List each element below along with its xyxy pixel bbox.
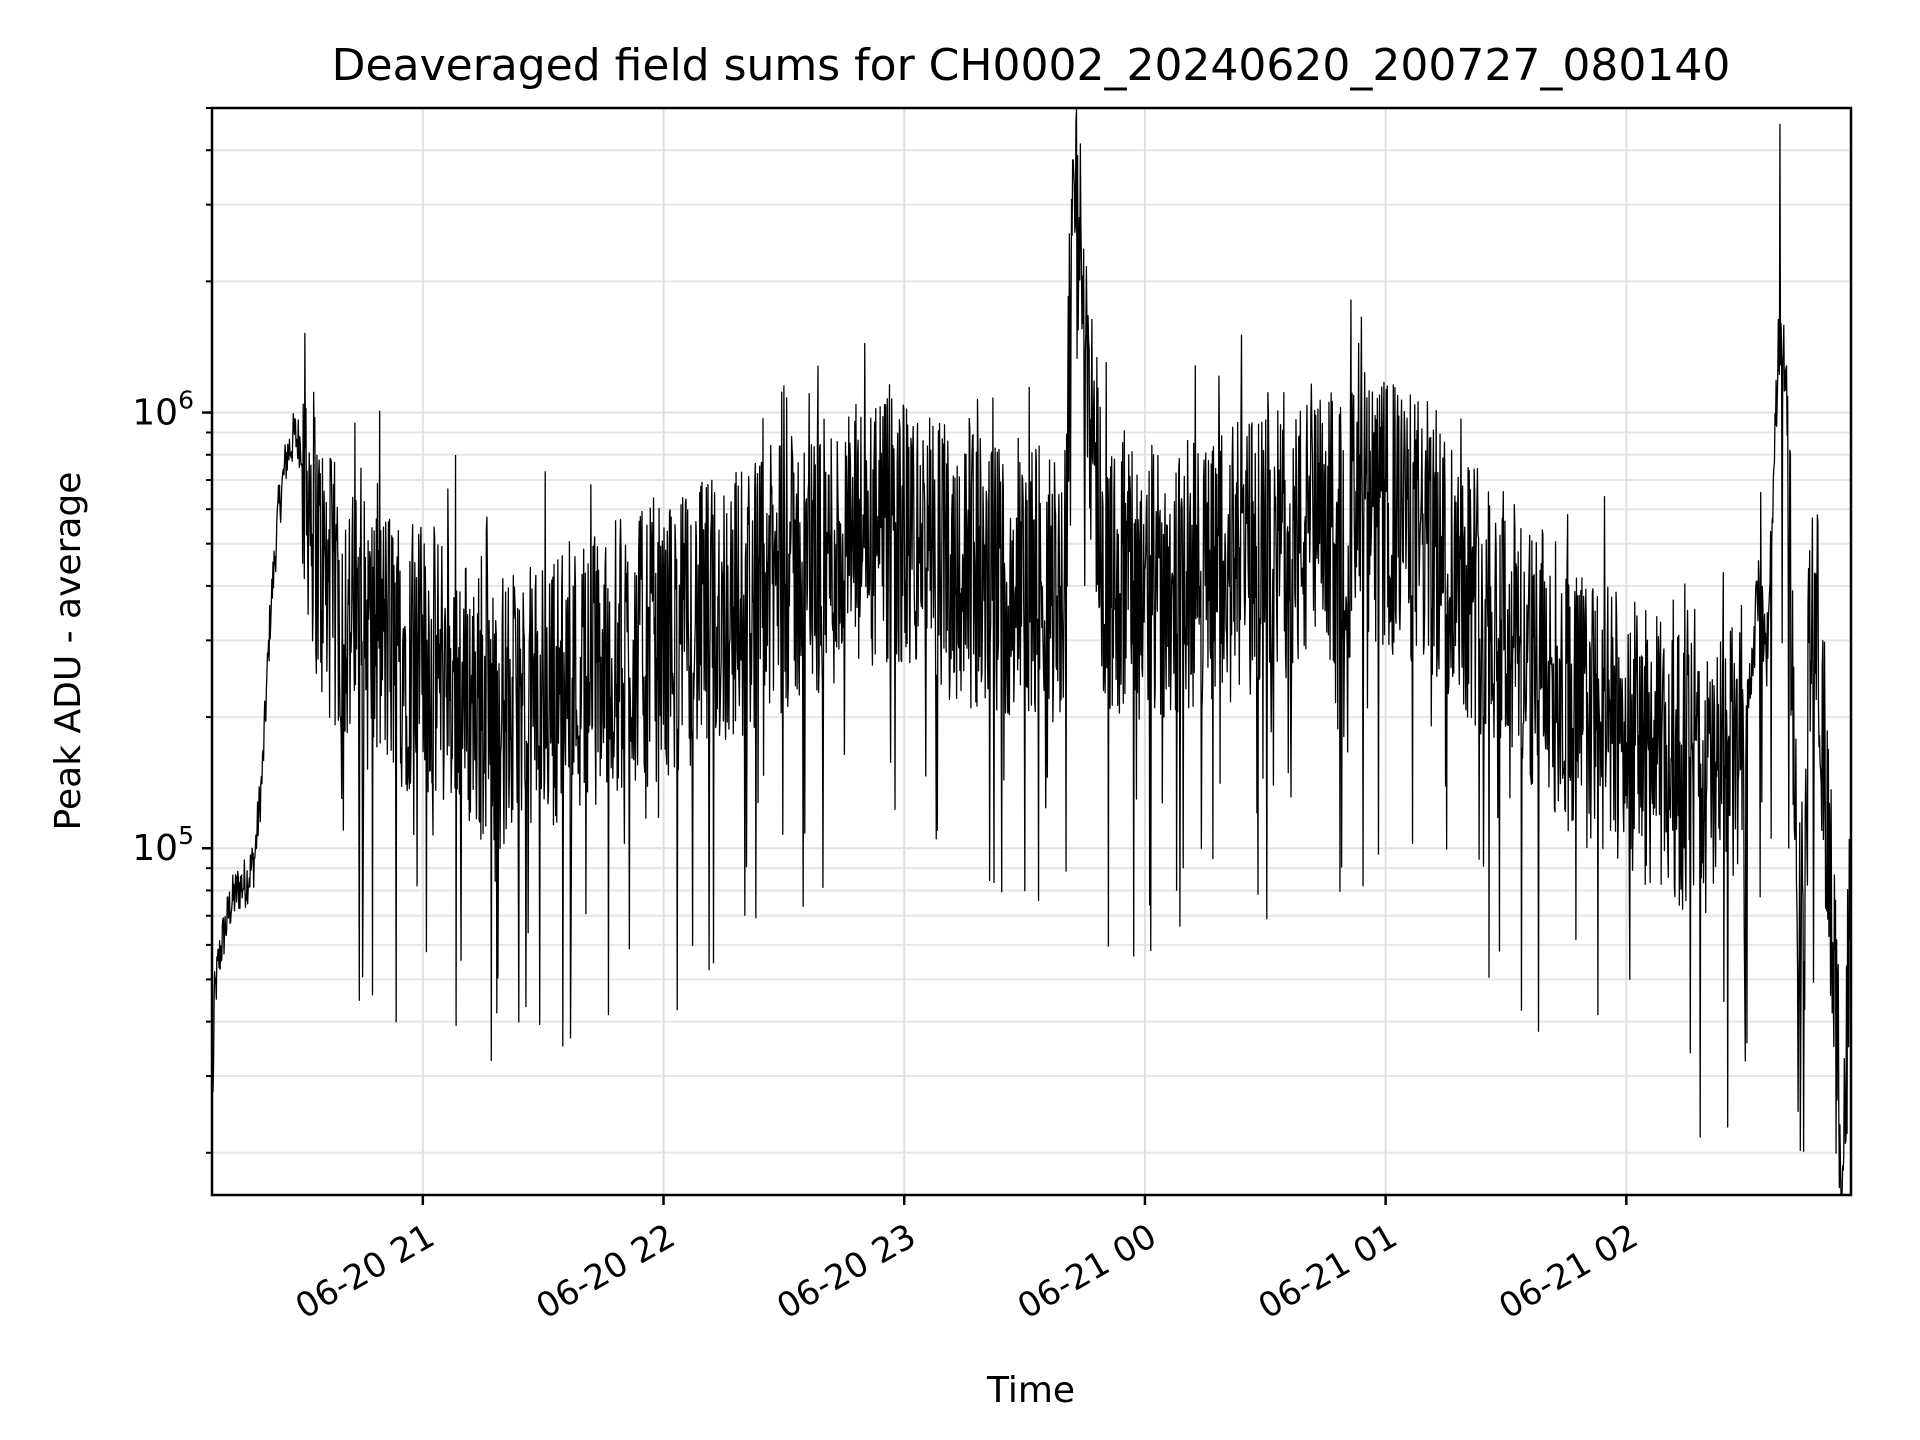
x-axis-label: Time: [986, 1370, 1075, 1411]
y-tick-label-exponent: 6: [178, 386, 194, 415]
y-axis-label: Peak ADU - average: [48, 472, 89, 831]
y-tick-label-base: 10: [132, 828, 178, 869]
y-tick-label-exponent: 5: [178, 821, 194, 850]
plot-frame: [210, 106, 1853, 1197]
y-tick-label-base: 10: [132, 393, 178, 434]
series-line: [212, 107, 1851, 1196]
y-tick-label: 106: [132, 386, 194, 434]
series-layer: [212, 107, 1851, 1196]
chart-title: Deaveraged field sums for CH0002_2024062…: [332, 40, 1731, 91]
y-tick-label: 105: [132, 821, 194, 869]
